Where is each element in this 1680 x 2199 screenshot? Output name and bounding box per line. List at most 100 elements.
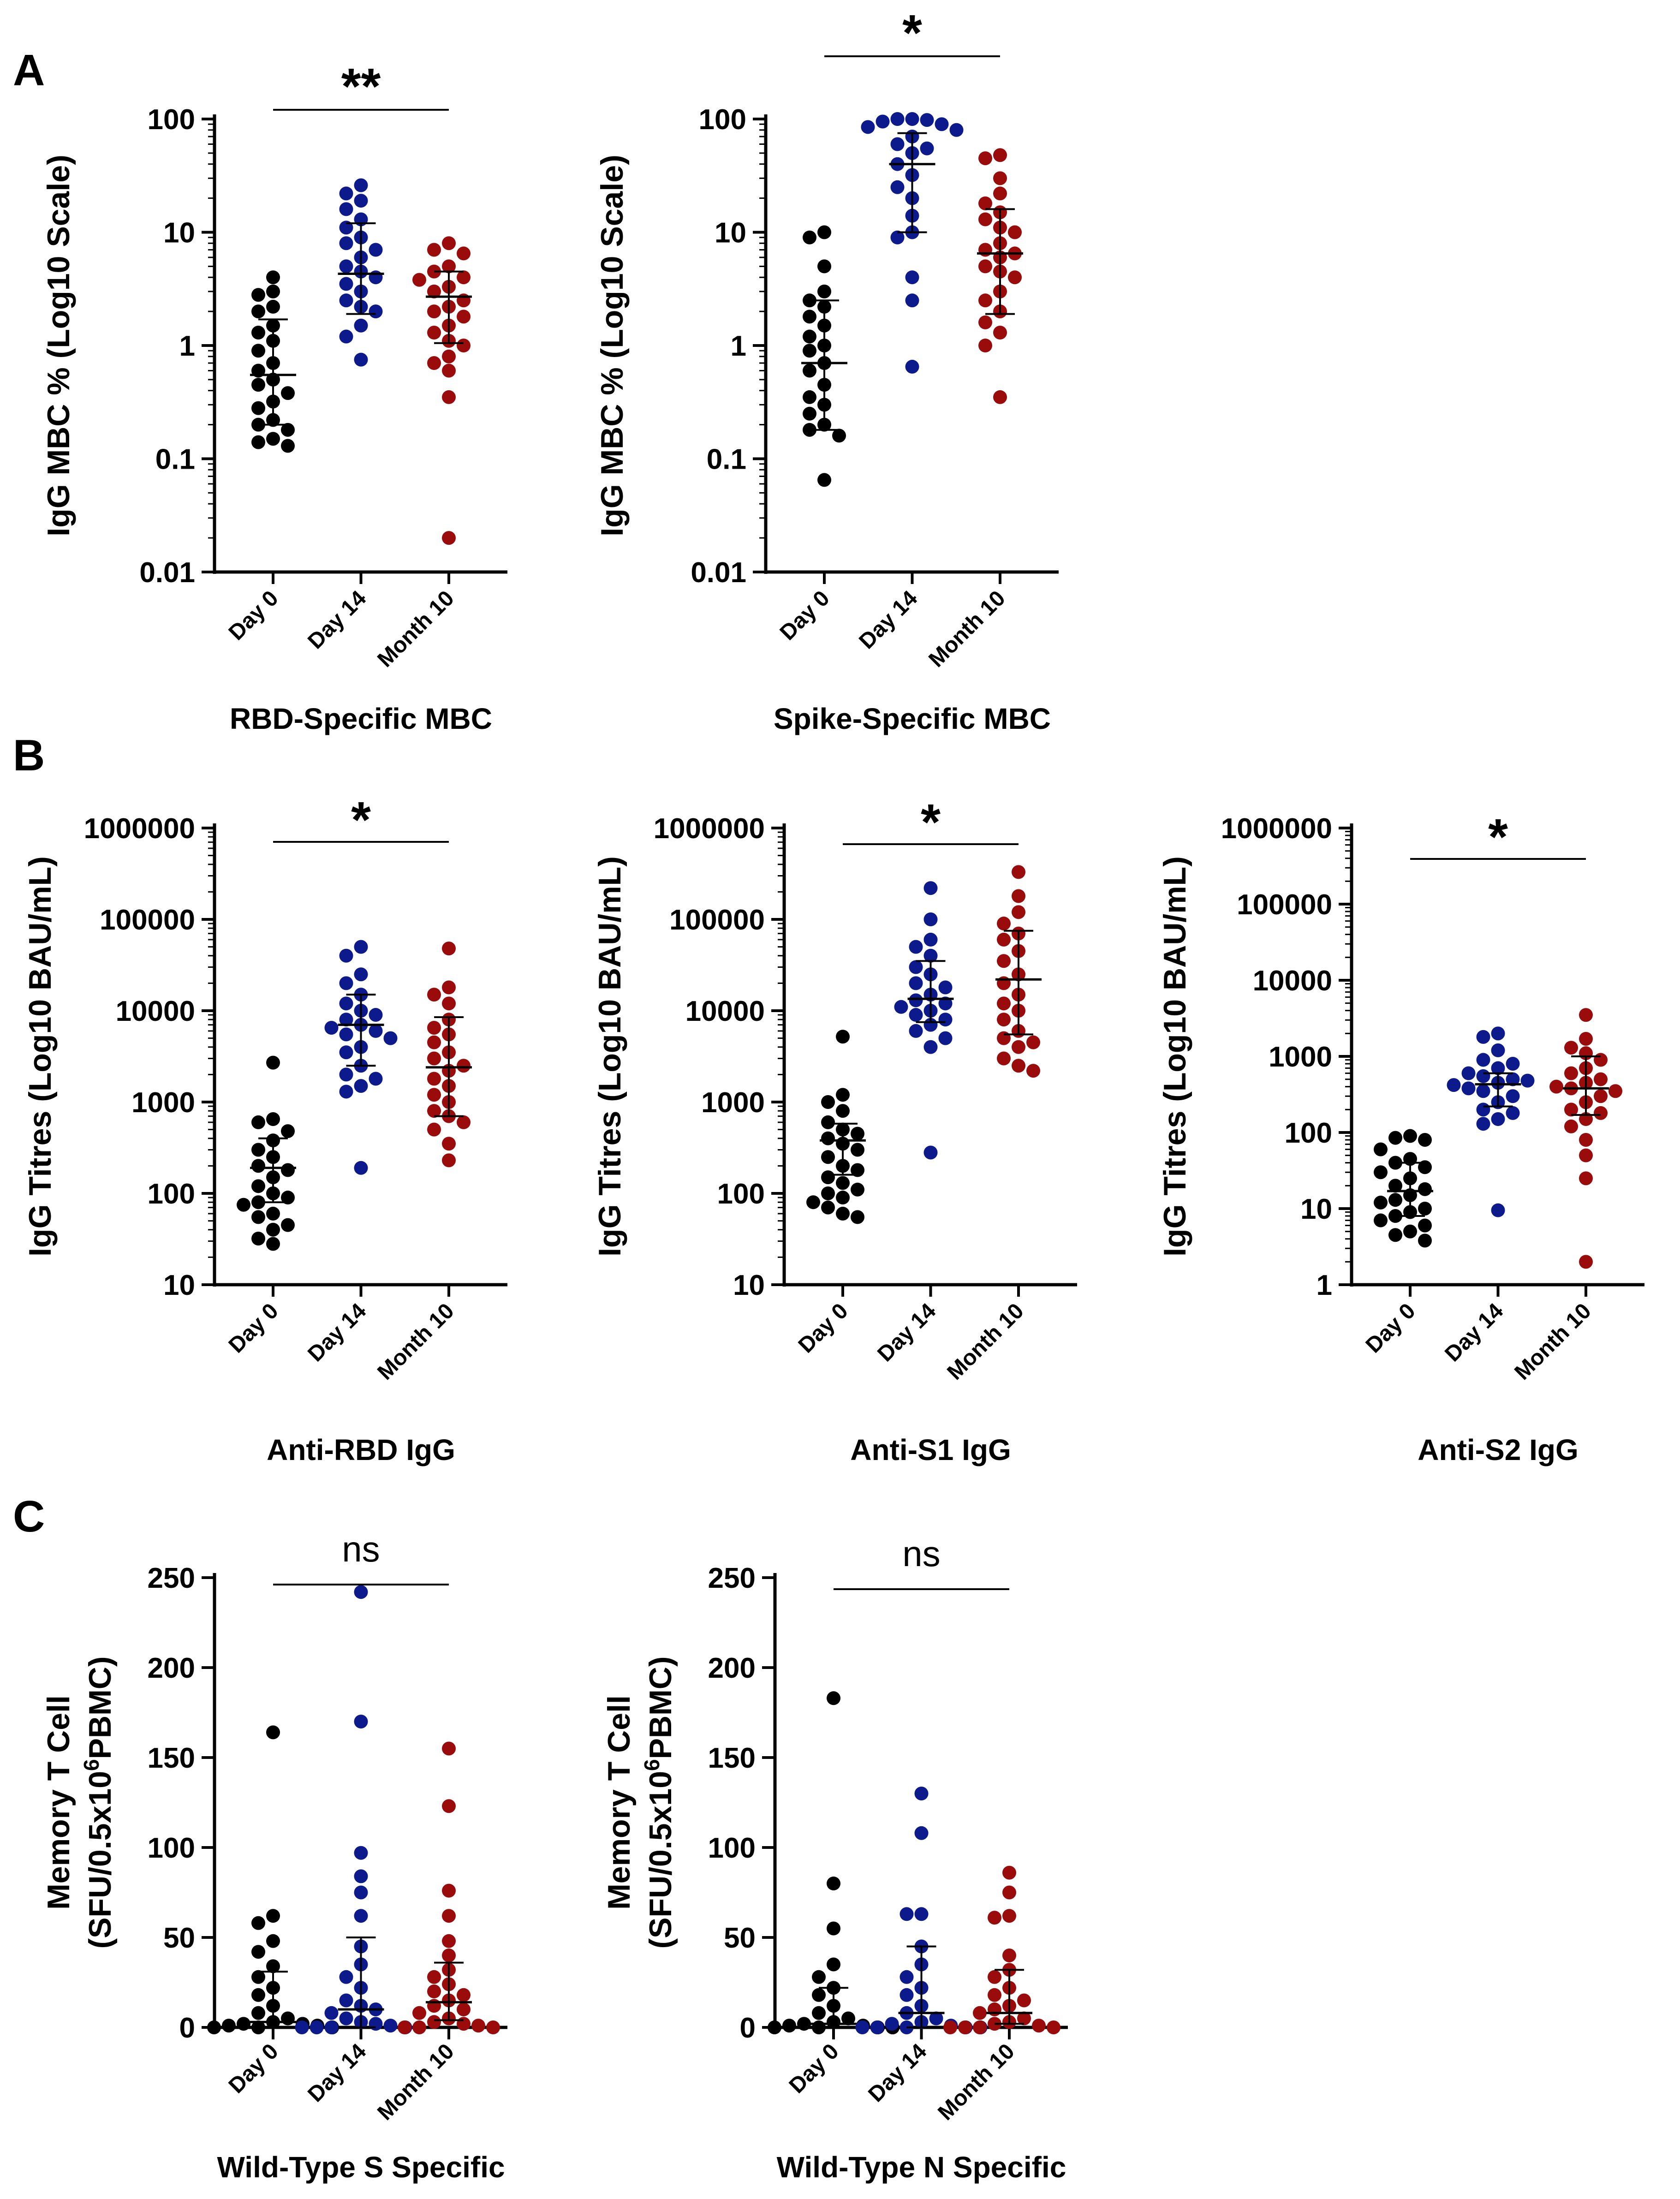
data-point: [1476, 1084, 1490, 1098]
data-point: [427, 1088, 441, 1102]
x-tick-label: Day 14: [303, 586, 371, 654]
data-point: [1506, 1072, 1520, 1086]
chart-title: Spike-Specific MBC: [774, 702, 1051, 735]
data-point: [295, 2020, 309, 2034]
data-point: [442, 1949, 456, 1962]
significance-label: ns: [342, 1529, 380, 1569]
data-point: [266, 1206, 280, 1221]
x-tick-label: Month 10: [373, 586, 459, 672]
data-point: [923, 881, 938, 895]
chart-title: Anti-S2 IgG: [1418, 1433, 1578, 1466]
chart-6-group: 0 50 100 150 200 250 Day 0 Day 14 Month 10 ns Wild…: [602, 1533, 1068, 2184]
significance-label: **: [341, 58, 381, 115]
data-point: [909, 1008, 923, 1022]
data-point: [1476, 1030, 1490, 1044]
y-tick-label: 1000: [1269, 1041, 1332, 1073]
data-point: [1461, 1066, 1476, 1080]
x-tick-label: Day 0: [224, 586, 283, 645]
y-tick-label: 0.1: [707, 444, 746, 476]
y-tick-label: 1: [1317, 1269, 1332, 1301]
data-point: [427, 284, 441, 298]
data-point: [1579, 1132, 1593, 1147]
data-point: [1026, 1064, 1040, 1078]
data-point: [427, 356, 441, 370]
data-point: [369, 1024, 383, 1038]
data-point: [821, 1200, 835, 1215]
data-point: [1491, 1043, 1505, 1057]
data-point: [412, 2020, 426, 2034]
data-point: [851, 1143, 864, 1157]
x-tick-label: Day 0: [785, 2039, 844, 2098]
data-point: [914, 1787, 929, 1800]
data-point: [251, 326, 265, 340]
data-point: [997, 932, 1011, 947]
data-point: [427, 304, 441, 319]
data-point: [251, 401, 265, 415]
data-point: [339, 1067, 353, 1082]
data-point: [890, 112, 905, 126]
data-point: [855, 2020, 870, 2034]
data-point: [1564, 1041, 1578, 1055]
data-point: [251, 1179, 265, 1193]
data-point: [324, 1021, 339, 1035]
data-point: [890, 137, 905, 151]
data-point: [1002, 1865, 1016, 1880]
data-point: [1418, 1132, 1432, 1147]
data-point: [1012, 1059, 1025, 1073]
y-tick-label: 100: [717, 1178, 765, 1210]
data-point: [836, 1206, 850, 1221]
chart-title: RBD-Specific MBC: [230, 702, 492, 735]
y-axis-title: Memory T Cell: [41, 1695, 76, 1910]
data-point: [1476, 1053, 1490, 1067]
data-point: [817, 259, 831, 274]
data-point: [339, 236, 353, 250]
y-tick-label: 10: [163, 217, 195, 249]
data-point: [905, 270, 919, 285]
data-point: [993, 148, 1007, 162]
data-point: [354, 318, 368, 333]
data-point: [988, 1988, 1001, 2002]
data-point: [812, 1970, 826, 1984]
x-tick-label: Day 14: [303, 2039, 371, 2107]
y-tick-label: 100000: [100, 904, 195, 936]
data-point: [1374, 1195, 1388, 1210]
data-point: [914, 1907, 929, 1921]
data-point: [920, 113, 934, 127]
data-point: [1388, 1179, 1402, 1193]
data-point: [369, 243, 383, 257]
data-point: [310, 2020, 324, 2034]
y-tick-label: 1: [731, 330, 746, 362]
data-point: [943, 2020, 957, 2034]
y-tick-label: 100: [708, 1832, 756, 1864]
y-tick-label: 100000: [1237, 889, 1332, 921]
data-point: [997, 996, 1011, 1011]
data-point: [339, 2011, 353, 2026]
data-point: [832, 429, 846, 443]
data-point: [339, 277, 353, 291]
data-point: [851, 1163, 864, 1177]
y-tick-label: 150: [148, 1742, 195, 1774]
x-tick-label: Day 14: [303, 1299, 371, 1366]
y-tick-label: 1000: [701, 1087, 765, 1119]
data-point: [1491, 1203, 1505, 1217]
data-point: [281, 1218, 295, 1232]
data-point: [427, 1984, 441, 1998]
data-point: [251, 344, 265, 358]
x-tick-label: Day 0: [775, 586, 834, 645]
data-point: [909, 976, 923, 990]
data-point: [427, 1021, 441, 1035]
data-point: [339, 948, 353, 963]
y-tick-label: 1000000: [1221, 813, 1332, 845]
data-point: [339, 329, 353, 344]
data-point: [442, 1883, 456, 1898]
data-point: [821, 1170, 835, 1185]
data-point: [412, 273, 426, 287]
significance-label: *: [921, 794, 941, 851]
data-point: [803, 364, 816, 378]
data-point: [993, 326, 1007, 340]
data-point: [442, 1799, 456, 1813]
y-tick-label: 0: [179, 2012, 195, 2044]
data-point: [251, 1945, 265, 1959]
data-point: [369, 1072, 383, 1086]
data-point: [251, 1231, 265, 1246]
